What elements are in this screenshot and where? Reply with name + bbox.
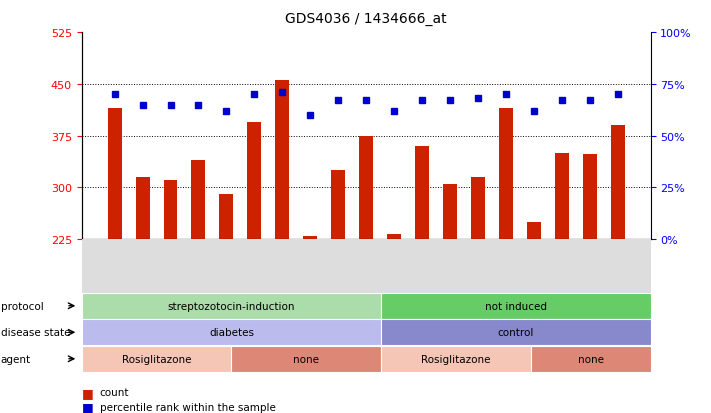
Bar xyxy=(136,178,149,240)
Text: ■: ■ xyxy=(82,386,94,399)
Bar xyxy=(555,154,569,240)
Text: not induced: not induced xyxy=(485,301,547,311)
Bar xyxy=(415,147,429,240)
Bar xyxy=(499,109,513,240)
Text: diabetes: diabetes xyxy=(209,328,254,337)
Bar xyxy=(471,178,485,240)
Text: protocol: protocol xyxy=(1,301,43,311)
Text: count: count xyxy=(100,387,129,397)
Text: none: none xyxy=(578,354,604,364)
Bar xyxy=(331,171,346,240)
Bar xyxy=(191,160,205,240)
Bar xyxy=(387,235,401,240)
Text: Rosiglitazone: Rosiglitazone xyxy=(122,354,191,364)
Text: ■: ■ xyxy=(82,400,94,413)
Text: none: none xyxy=(294,354,319,364)
Bar xyxy=(164,181,178,240)
Bar xyxy=(304,236,317,240)
Bar xyxy=(583,155,597,240)
Bar xyxy=(247,123,262,240)
Text: control: control xyxy=(498,328,534,337)
Bar xyxy=(443,185,457,240)
Text: percentile rank within the sample: percentile rank within the sample xyxy=(100,402,275,412)
Text: disease state: disease state xyxy=(1,328,70,337)
Text: agent: agent xyxy=(1,354,31,364)
Text: streptozotocin-induction: streptozotocin-induction xyxy=(168,301,295,311)
Bar xyxy=(275,81,289,240)
Bar xyxy=(220,195,233,240)
Bar xyxy=(359,136,373,240)
Bar xyxy=(107,109,122,240)
Bar xyxy=(611,126,625,240)
Text: Rosiglitazone: Rosiglitazone xyxy=(421,354,491,364)
Text: GDS4036 / 1434666_at: GDS4036 / 1434666_at xyxy=(285,12,447,26)
Bar xyxy=(527,222,541,240)
